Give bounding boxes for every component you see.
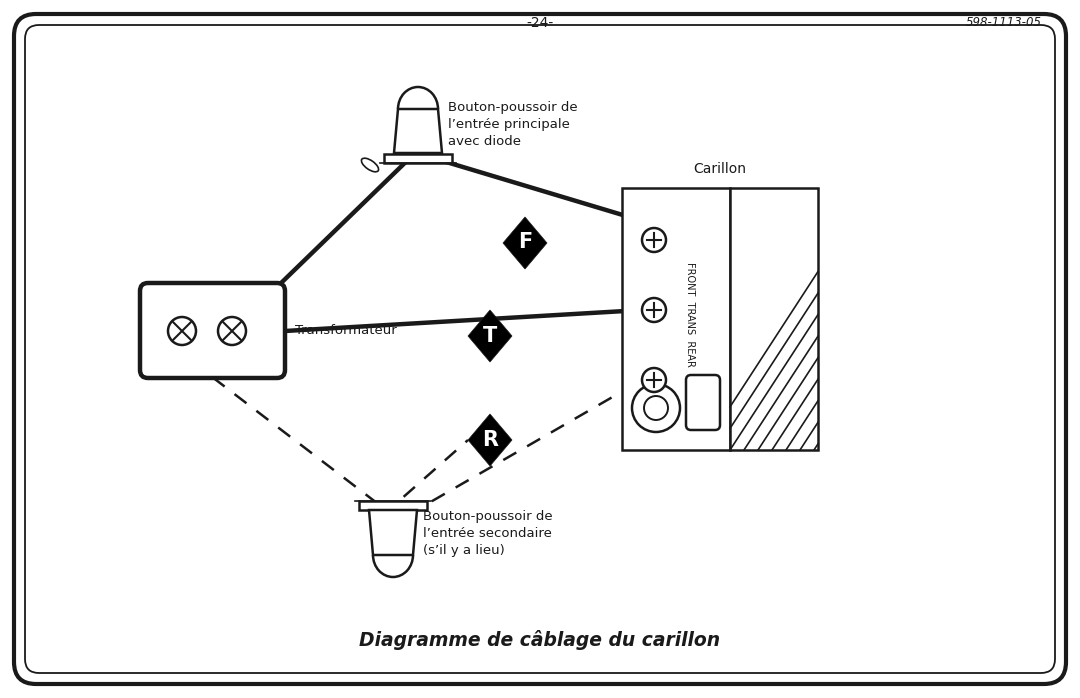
Text: Transformateur: Transformateur — [295, 325, 396, 338]
FancyBboxPatch shape — [140, 283, 285, 378]
Text: -24-: -24- — [526, 16, 554, 30]
Text: Diagramme de câblage du carillon: Diagramme de câblage du carillon — [360, 630, 720, 650]
Bar — [622, 188, 730, 450]
Text: Carillon: Carillon — [693, 162, 746, 176]
Text: 598-1113-05: 598-1113-05 — [966, 16, 1042, 29]
Text: T: T — [483, 325, 497, 346]
FancyBboxPatch shape — [686, 375, 720, 430]
Polygon shape — [503, 217, 546, 269]
Text: R: R — [482, 429, 498, 450]
Text: FRONT  TRANS  REAR: FRONT TRANS REAR — [685, 262, 696, 366]
Circle shape — [168, 317, 195, 345]
Bar — [384, 154, 453, 163]
Polygon shape — [369, 510, 417, 555]
Circle shape — [642, 228, 666, 252]
Polygon shape — [468, 310, 512, 362]
Text: Bouton-poussoir de
l’entrée secondaire
(s’il y a lieu): Bouton-poussoir de l’entrée secondaire (… — [423, 510, 553, 557]
Circle shape — [632, 384, 680, 432]
Text: Bouton-poussoir de
l’entrée principale
avec diode: Bouton-poussoir de l’entrée principale a… — [448, 101, 578, 148]
Bar — [359, 501, 427, 510]
Circle shape — [642, 298, 666, 322]
Ellipse shape — [362, 158, 379, 172]
Bar — [730, 188, 818, 450]
Text: F: F — [518, 232, 532, 253]
Polygon shape — [468, 414, 512, 466]
Circle shape — [218, 317, 246, 345]
Circle shape — [642, 368, 666, 392]
Circle shape — [644, 396, 669, 420]
Polygon shape — [394, 109, 442, 153]
